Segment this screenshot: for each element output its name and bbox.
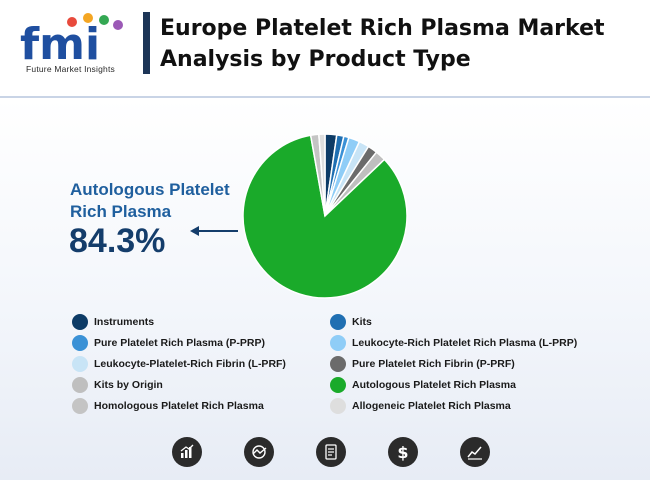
legend-item: Homologous Platelet Rich Plasma	[72, 397, 264, 415]
page-title: Europe Platelet Rich Plasma Market Analy…	[160, 16, 605, 72]
pie-slice-autologous-platelet-rich-plasma	[242, 134, 408, 299]
logo-tagline: Future Market Insights	[26, 64, 115, 74]
fmi-logo: fmi	[20, 13, 123, 70]
legend-label: Autologous Platelet Rich Plasma	[352, 379, 516, 391]
legend-swatch	[72, 314, 88, 330]
svg-text:$: $	[397, 443, 408, 461]
legend-item: Pure Platelet Rich Plasma (P-PRP)	[72, 334, 265, 352]
header-divider	[0, 96, 650, 98]
legend-item: Kits	[330, 313, 372, 331]
legend-swatch	[72, 377, 88, 393]
pie-slices	[242, 133, 408, 299]
legend-swatch	[330, 314, 346, 330]
pie-chart	[190, 133, 408, 299]
legend-label: Instruments	[94, 316, 155, 328]
header: fmi Future Market Insights Europe Platel…	[0, 0, 650, 96]
callout-value: 84.3%	[69, 222, 166, 260]
title-accent-bar	[143, 12, 150, 74]
legend-swatch	[72, 398, 88, 414]
bar-chart-icon[interactable]	[172, 437, 202, 467]
legend-label: Allogeneic Platelet Rich Plasma	[352, 400, 511, 412]
legend-item: Autologous Platelet Rich Plasma	[330, 376, 516, 394]
legend-label: Leukocyte-Platelet-Rich Fibrin (L-PRF)	[94, 358, 286, 370]
legend-item: Pure Platelet Rich Fibrin (P-PRF)	[330, 355, 515, 373]
legend-swatch	[330, 398, 346, 414]
legend-label: Pure Platelet Rich Fibrin (P-PRF)	[352, 358, 515, 370]
dollar-icon[interactable]: $	[388, 437, 418, 467]
legend-swatch	[330, 335, 346, 351]
legend-label: Leukocyte-Rich Platelet Rich Plasma (L-P…	[352, 337, 578, 349]
footer-icon-bar: $	[0, 437, 650, 469]
legend-item: Allogeneic Platelet Rich Plasma	[330, 397, 511, 415]
pie-slice-allogeneic-platelet-rich-plasma	[318, 133, 326, 217]
legend-label: Pure Platelet Rich Plasma (P-PRP)	[94, 337, 265, 349]
globe-trend-icon[interactable]	[244, 437, 274, 467]
legend-label: Kits	[352, 316, 372, 328]
legend-swatch	[72, 335, 88, 351]
svg-text:fmi: fmi	[20, 19, 100, 70]
legend-item: Leukocyte-Rich Platelet Rich Plasma (L-P…	[330, 334, 577, 352]
legend-label: Homologous Platelet Rich Plasma	[94, 400, 264, 412]
callout-arrow-head	[190, 226, 199, 236]
legend-item: Instruments	[72, 313, 154, 331]
legend-swatch	[72, 356, 88, 372]
report-icon[interactable]	[316, 437, 346, 467]
legend-item: Leukocyte-Platelet-Rich Fibrin (L-PRF)	[72, 355, 286, 373]
legend-swatch	[330, 356, 346, 372]
legend-item: Kits by Origin	[72, 376, 163, 394]
legend-swatch	[330, 377, 346, 393]
legend-label: Kits by Origin	[94, 379, 163, 391]
line-trend-icon[interactable]	[460, 437, 490, 467]
callout-label: Autologous Platelet Rich Plasma	[70, 180, 230, 221]
